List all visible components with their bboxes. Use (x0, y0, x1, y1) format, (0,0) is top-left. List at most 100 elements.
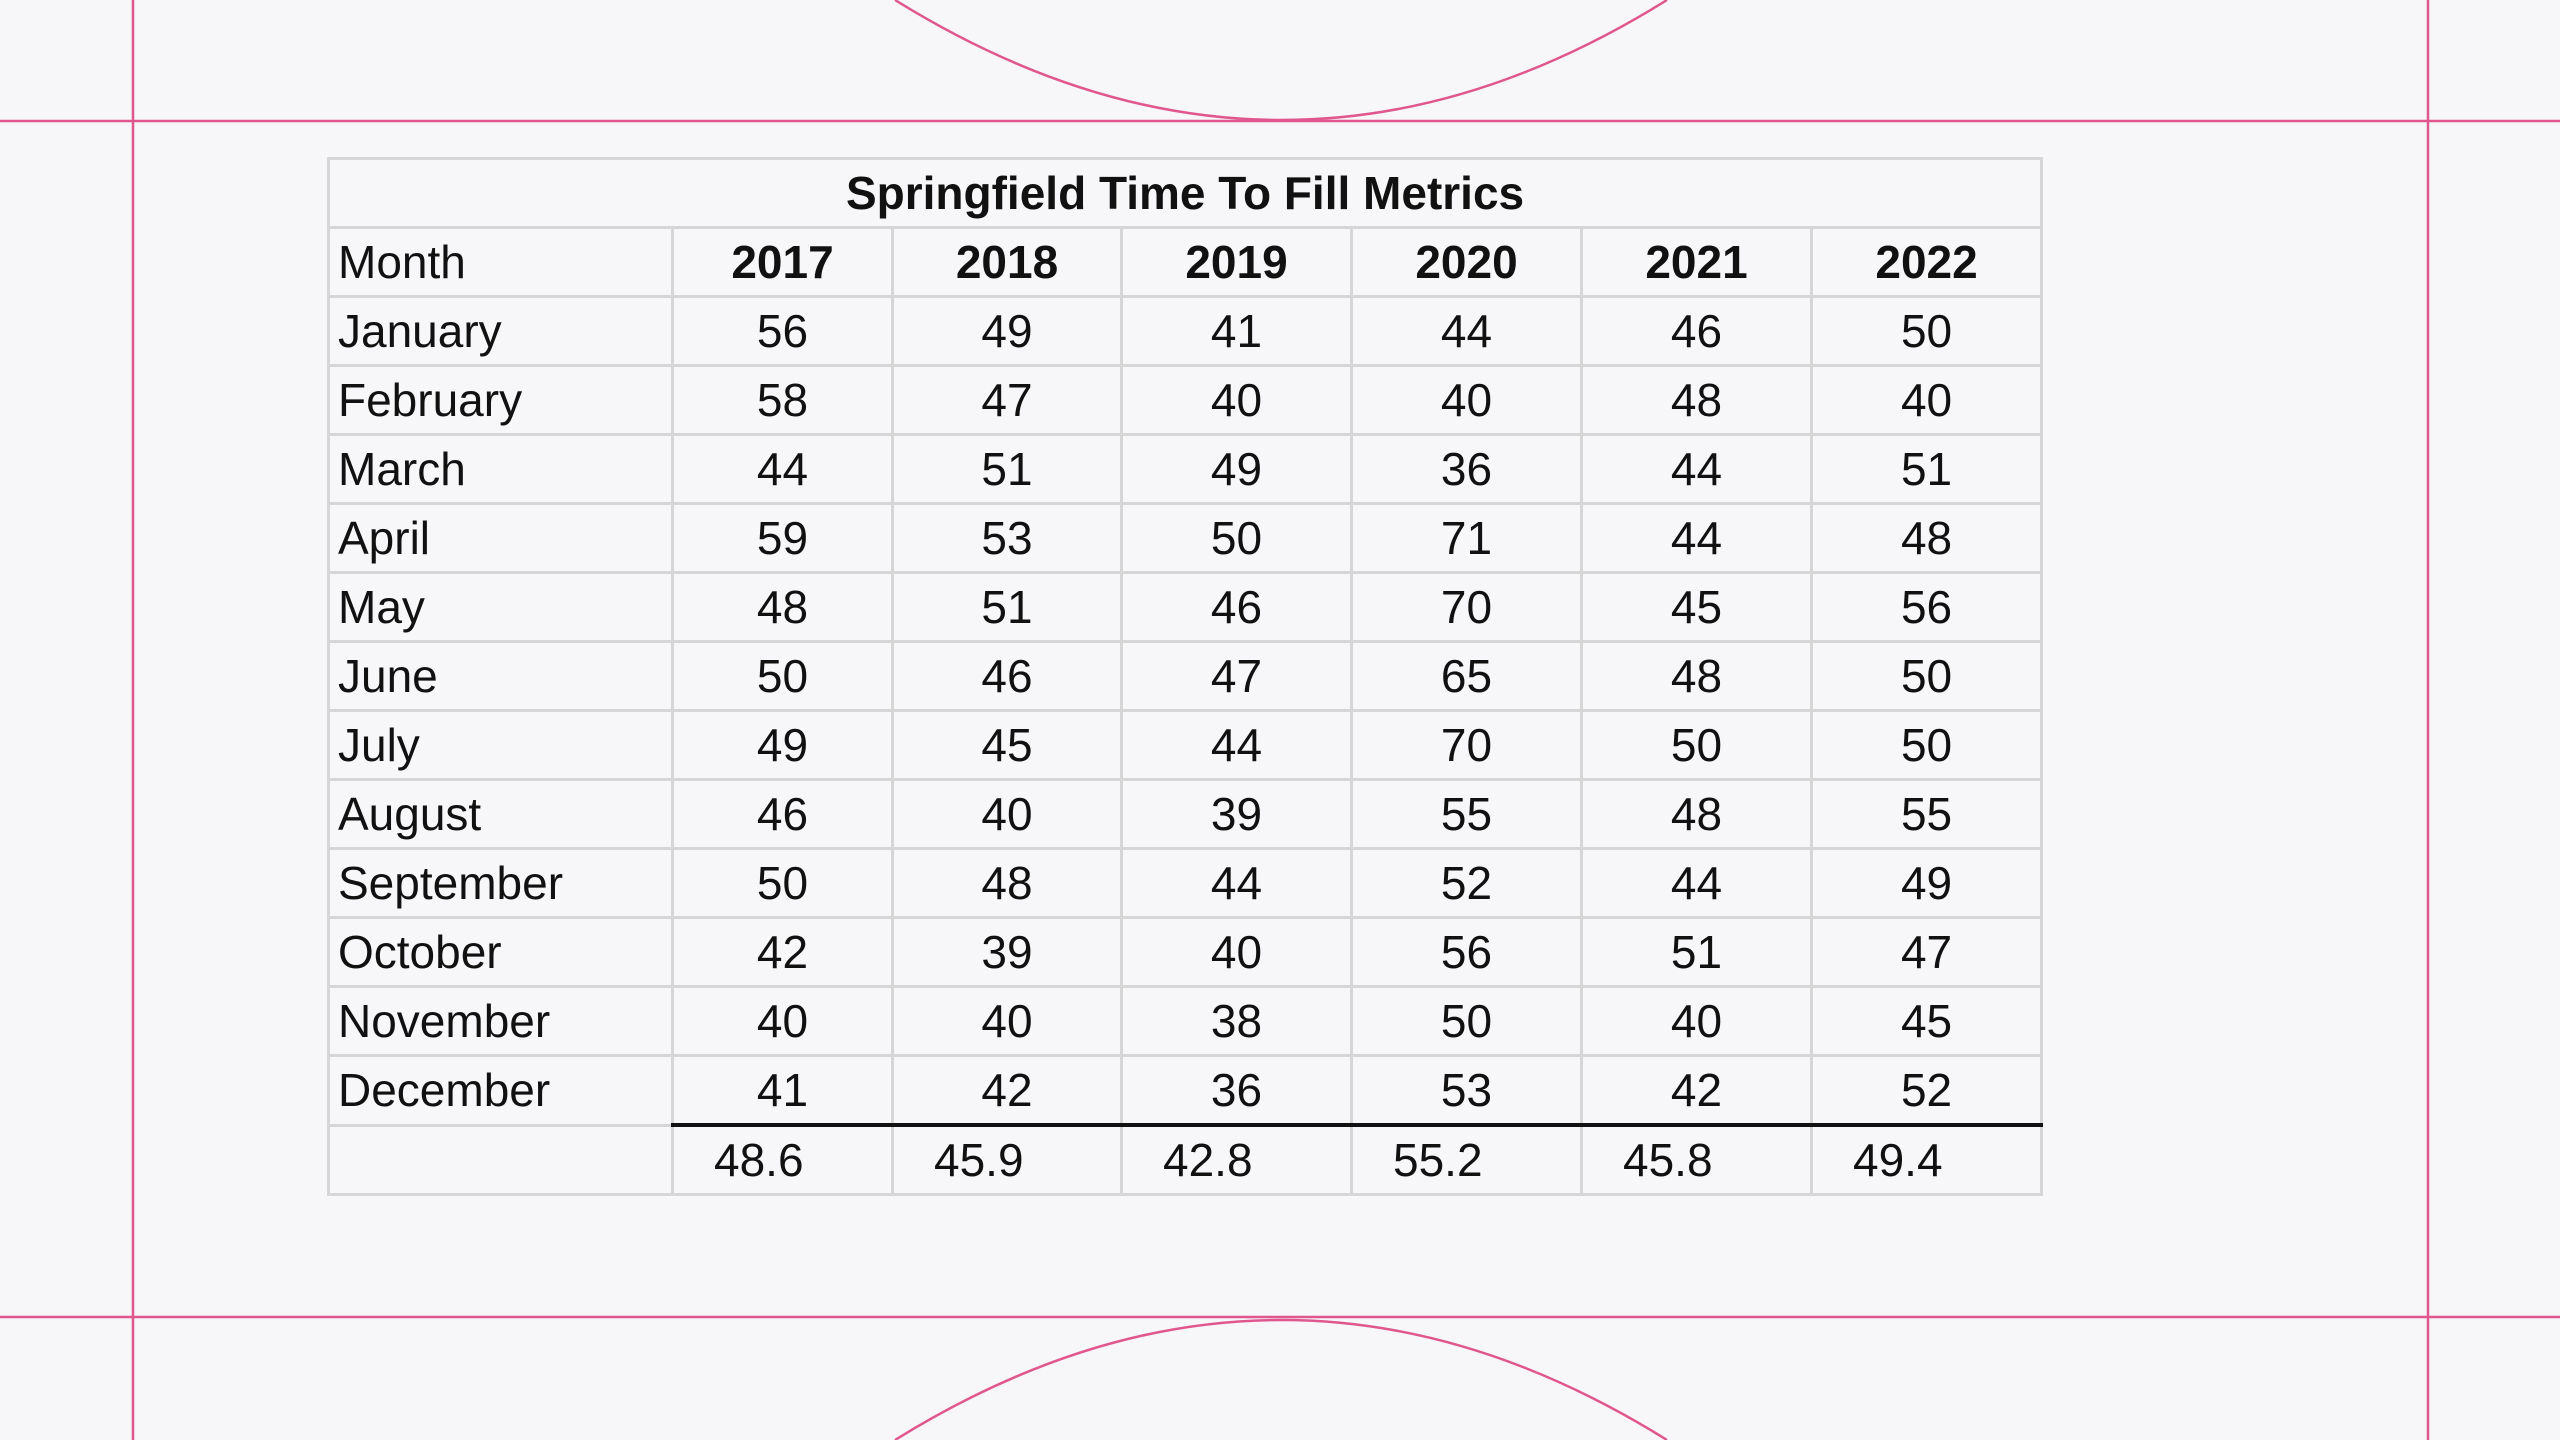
table-row: December 41 42 36 53 42 52 (327, 1054, 2044, 1127)
value-cell: 39 (1120, 778, 1353, 850)
title-row: Springfield Time To Fill Metrics (326, 157, 2044, 229)
month-cell: June (327, 640, 674, 712)
average-cell: 48.6 (671, 1123, 894, 1196)
header-row: Month 2017 2018 2019 2020 2021 2022 (327, 226, 2044, 298)
value-cell: 38 (1120, 985, 1353, 1057)
value-cell: 41 (1120, 295, 1353, 367)
time-to-fill-table: Springfield Time To Fill Metrics Month 2… (326, 157, 2044, 1196)
guide-arc-bottom (894, 1318, 1668, 1440)
value-cell: 40 (891, 778, 1123, 850)
value-cell: 40 (891, 985, 1123, 1057)
value-cell: 44 (671, 433, 894, 505)
year-header: 2021 (1580, 226, 1813, 298)
value-cell: 56 (671, 295, 894, 367)
value-cell: 50 (671, 847, 894, 919)
value-cell: 45 (1809, 985, 2044, 1057)
value-cell: 52 (1350, 847, 1583, 919)
value-cell: 44 (1120, 847, 1353, 919)
value-cell: 41 (671, 1054, 894, 1127)
value-cell: 50 (1350, 985, 1583, 1057)
value-cell: 55 (1809, 778, 2044, 850)
value-cell: 46 (671, 778, 894, 850)
value-cell: 45 (891, 709, 1123, 781)
value-cell: 44 (1580, 433, 1813, 505)
value-cell: 40 (1120, 916, 1353, 988)
value-cell: 48 (891, 847, 1123, 919)
year-header: 2019 (1120, 226, 1353, 298)
month-cell: October (327, 916, 674, 988)
table-row: September 50 48 44 52 44 49 (327, 847, 2044, 919)
value-cell: 40 (1809, 364, 2044, 436)
value-cell: 53 (1350, 1054, 1583, 1127)
value-cell: 48 (1809, 502, 2044, 574)
value-cell: 70 (1350, 571, 1583, 643)
year-header: 2022 (1809, 226, 2044, 298)
value-cell: 40 (1120, 364, 1353, 436)
table-row: January 56 49 41 44 46 50 (327, 295, 2044, 367)
value-cell: 47 (1809, 916, 2044, 988)
value-cell: 53 (891, 502, 1123, 574)
month-cell: July (327, 709, 674, 781)
value-cell: 48 (1580, 364, 1813, 436)
table-row: April 59 53 50 71 44 48 (327, 502, 2044, 574)
table-row: May 48 51 46 70 45 56 (327, 571, 2044, 643)
value-cell: 56 (1350, 916, 1583, 988)
value-cell: 47 (1120, 640, 1353, 712)
table-row: February 58 47 40 40 48 40 (327, 364, 2044, 436)
averages-row: 48.6 45.9 42.8 55.2 45.8 49.4 (327, 1123, 2044, 1196)
average-cell: 55.2 (1350, 1123, 1583, 1196)
value-cell: 49 (891, 295, 1123, 367)
value-cell: 50 (1809, 295, 2044, 367)
month-cell: February (327, 364, 674, 436)
value-cell: 40 (671, 985, 894, 1057)
table-row: July 49 45 44 70 50 50 (327, 709, 2044, 781)
value-cell: 42 (1580, 1054, 1813, 1127)
value-cell: 49 (1809, 847, 2044, 919)
value-cell: 56 (1809, 571, 2044, 643)
value-cell: 44 (1120, 709, 1353, 781)
year-header: 2017 (671, 226, 894, 298)
month-cell: April (327, 502, 674, 574)
value-cell: 51 (891, 433, 1123, 505)
value-cell: 48 (1580, 778, 1813, 850)
value-cell: 71 (1350, 502, 1583, 574)
value-cell: 51 (1809, 433, 2044, 505)
value-cell: 49 (1120, 433, 1353, 505)
month-cell: August (327, 778, 674, 850)
average-cell: 42.8 (1120, 1123, 1353, 1196)
month-header: Month (327, 226, 674, 298)
month-cell: December (327, 1054, 674, 1127)
value-cell: 46 (1580, 295, 1813, 367)
value-cell: 59 (671, 502, 894, 574)
table-row: March 44 51 49 36 44 51 (327, 433, 2044, 505)
value-cell: 39 (891, 916, 1123, 988)
value-cell: 44 (1350, 295, 1583, 367)
averages-label (327, 1123, 674, 1196)
table-row: August 46 40 39 55 48 55 (327, 778, 2044, 850)
table-title: Springfield Time To Fill Metrics (326, 157, 2044, 229)
value-cell: 46 (1120, 571, 1353, 643)
value-cell: 50 (671, 640, 894, 712)
value-cell: 45 (1580, 571, 1813, 643)
value-cell: 50 (1809, 709, 2044, 781)
value-cell: 50 (1120, 502, 1353, 574)
value-cell: 47 (891, 364, 1123, 436)
month-cell: May (327, 571, 674, 643)
value-cell: 55 (1350, 778, 1583, 850)
value-cell: 46 (891, 640, 1123, 712)
value-cell: 40 (1580, 985, 1813, 1057)
value-cell: 48 (1580, 640, 1813, 712)
month-cell: September (327, 847, 674, 919)
month-cell: January (327, 295, 674, 367)
table-row: November 40 40 38 50 40 45 (327, 985, 2044, 1057)
value-cell: 44 (1580, 847, 1813, 919)
guide-arc-top (894, 0, 1668, 122)
value-cell: 65 (1350, 640, 1583, 712)
value-cell: 40 (1350, 364, 1583, 436)
value-cell: 49 (671, 709, 894, 781)
table-row: October 42 39 40 56 51 47 (327, 916, 2044, 988)
average-cell: 45.9 (891, 1123, 1123, 1196)
table-row: June 50 46 47 65 48 50 (327, 640, 2044, 712)
